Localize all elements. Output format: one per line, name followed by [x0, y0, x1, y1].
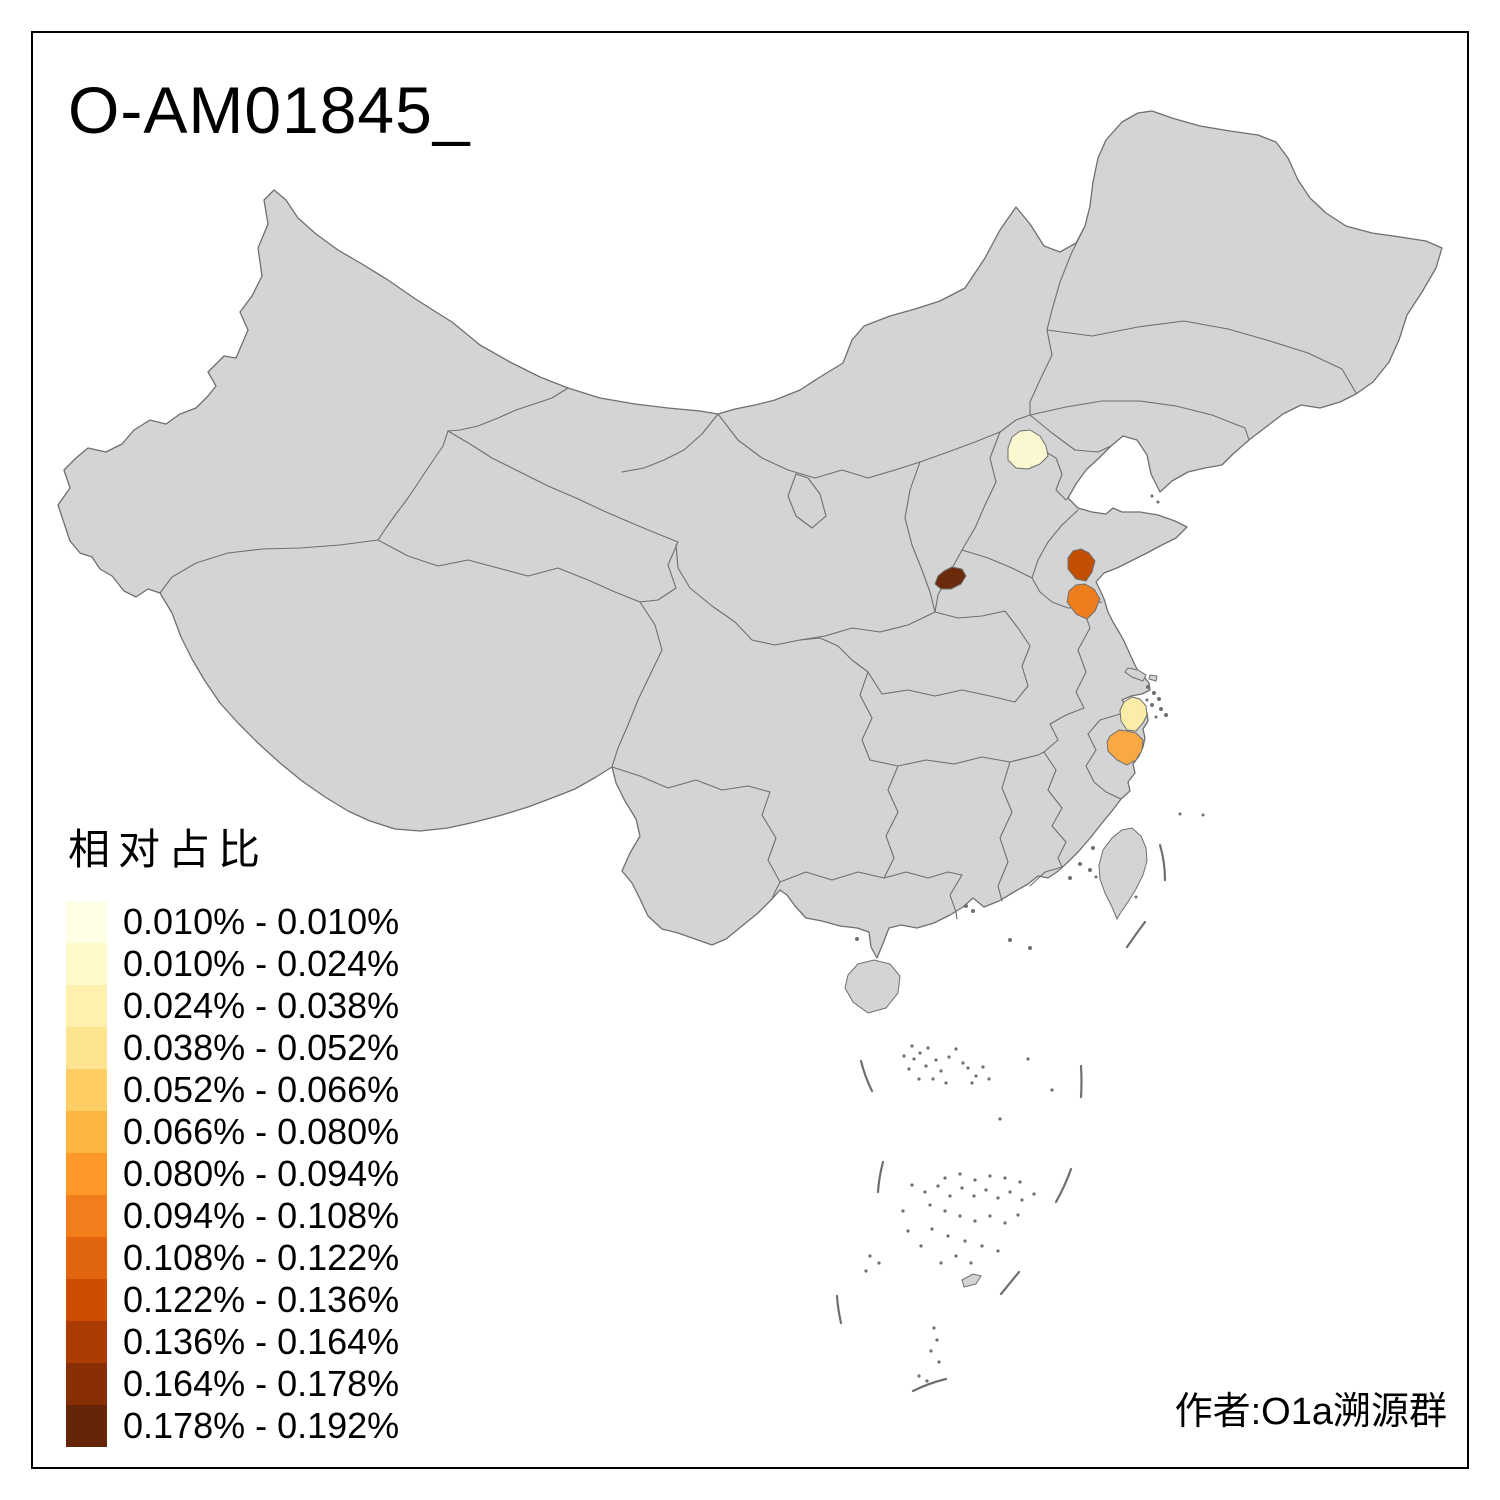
legend-row: 0.094% - 0.108% — [66, 1195, 399, 1237]
legend-class-label: 0.164% - 0.178% — [123, 1363, 400, 1404]
legend-swatch — [66, 1027, 107, 1069]
legend-swatch — [66, 1279, 107, 1321]
legend-class-label: 0.136% - 0.164% — [123, 1321, 400, 1362]
legend-row: 0.178% - 0.192% — [66, 1405, 399, 1447]
legend-class-label: 0.010% - 0.024% — [123, 943, 400, 984]
legend-row: 0.066% - 0.080% — [66, 1111, 399, 1153]
legend-swatch — [66, 1195, 107, 1237]
legend-swatch — [66, 985, 107, 1027]
legend-row: 0.136% - 0.164% — [66, 1321, 399, 1363]
legend-swatch — [66, 1237, 107, 1279]
legend-class-label: 0.094% - 0.108% — [123, 1195, 400, 1236]
legend-row: 0.038% - 0.052% — [66, 1027, 399, 1069]
legend-row: 0.024% - 0.038% — [66, 985, 399, 1027]
legend-row: 0.052% - 0.066% — [66, 1069, 399, 1111]
china-mainland-shape — [57, 110, 1443, 959]
legend: 相对占比 0.010% - 0.010% 0.010% - 0.024% 0.0… — [66, 816, 399, 1447]
legend-row: 0.010% - 0.010% — [66, 901, 399, 943]
coastal-islet — [1148, 674, 1158, 682]
legend-class-label: 0.108% - 0.122% — [123, 1237, 400, 1278]
south-china-sea-islands — [864, 1044, 1054, 1383]
choropleth-regions — [934, 429, 1148, 766]
legend-class-label: 0.052% - 0.066% — [123, 1069, 400, 1110]
taiwan-island — [1098, 827, 1148, 921]
legend-row: 0.080% - 0.094% — [66, 1153, 399, 1195]
legend-row: 0.164% - 0.178% — [66, 1363, 399, 1405]
legend-class-label: 0.122% - 0.136% — [123, 1279, 400, 1320]
legend-class-label: 0.024% - 0.038% — [123, 985, 400, 1026]
choropleth-region-shandong-south — [1066, 583, 1101, 620]
legend-swatch — [66, 1321, 107, 1363]
legend-class-label: 0.080% - 0.094% — [123, 1153, 400, 1194]
legend-class-label: 0.178% - 0.192% — [123, 1405, 400, 1446]
legend-class-label: 0.038% - 0.052% — [123, 1027, 400, 1068]
legend-swatch — [66, 1405, 107, 1447]
choropleth-region-beijing — [1007, 429, 1049, 470]
choropleth-region-zhejiang-north — [1119, 696, 1148, 732]
legend-swatch — [66, 1069, 107, 1111]
legend-row: 0.122% - 0.136% — [66, 1279, 399, 1321]
legend-class-label: 0.010% - 0.010% — [123, 901, 400, 942]
maritime-dash-segments — [835, 843, 1167, 1393]
choropleth-region-zhejiang-south — [1106, 729, 1144, 766]
legend-swatch — [66, 901, 107, 943]
attribution-text: 作者:O1a溯源群 — [1174, 1391, 1447, 1433]
legend-rows: 0.010% - 0.010% 0.010% - 0.024% 0.024% -… — [66, 901, 399, 1447]
legend-swatch — [66, 1363, 107, 1405]
page-title: O-AM01845_ — [68, 73, 471, 147]
chongming-island — [1124, 667, 1147, 682]
legend-swatch — [66, 1153, 107, 1195]
islands — [844, 667, 1158, 1288]
legend-title: 相对占比 — [68, 826, 269, 873]
legend-swatch — [66, 1111, 107, 1153]
choropleth-region-shandong-north — [1067, 548, 1096, 582]
hainan-island — [844, 959, 901, 1014]
choropleth-region-shanxi-south — [934, 566, 967, 590]
legend-row: 0.010% - 0.024% — [66, 943, 399, 985]
south-sea-islet — [961, 1273, 982, 1288]
legend-swatch — [66, 943, 107, 985]
coastal-island-dots — [855, 494, 1205, 950]
legend-row: 0.108% - 0.122% — [66, 1237, 399, 1279]
legend-class-label: 0.066% - 0.080% — [123, 1111, 400, 1152]
